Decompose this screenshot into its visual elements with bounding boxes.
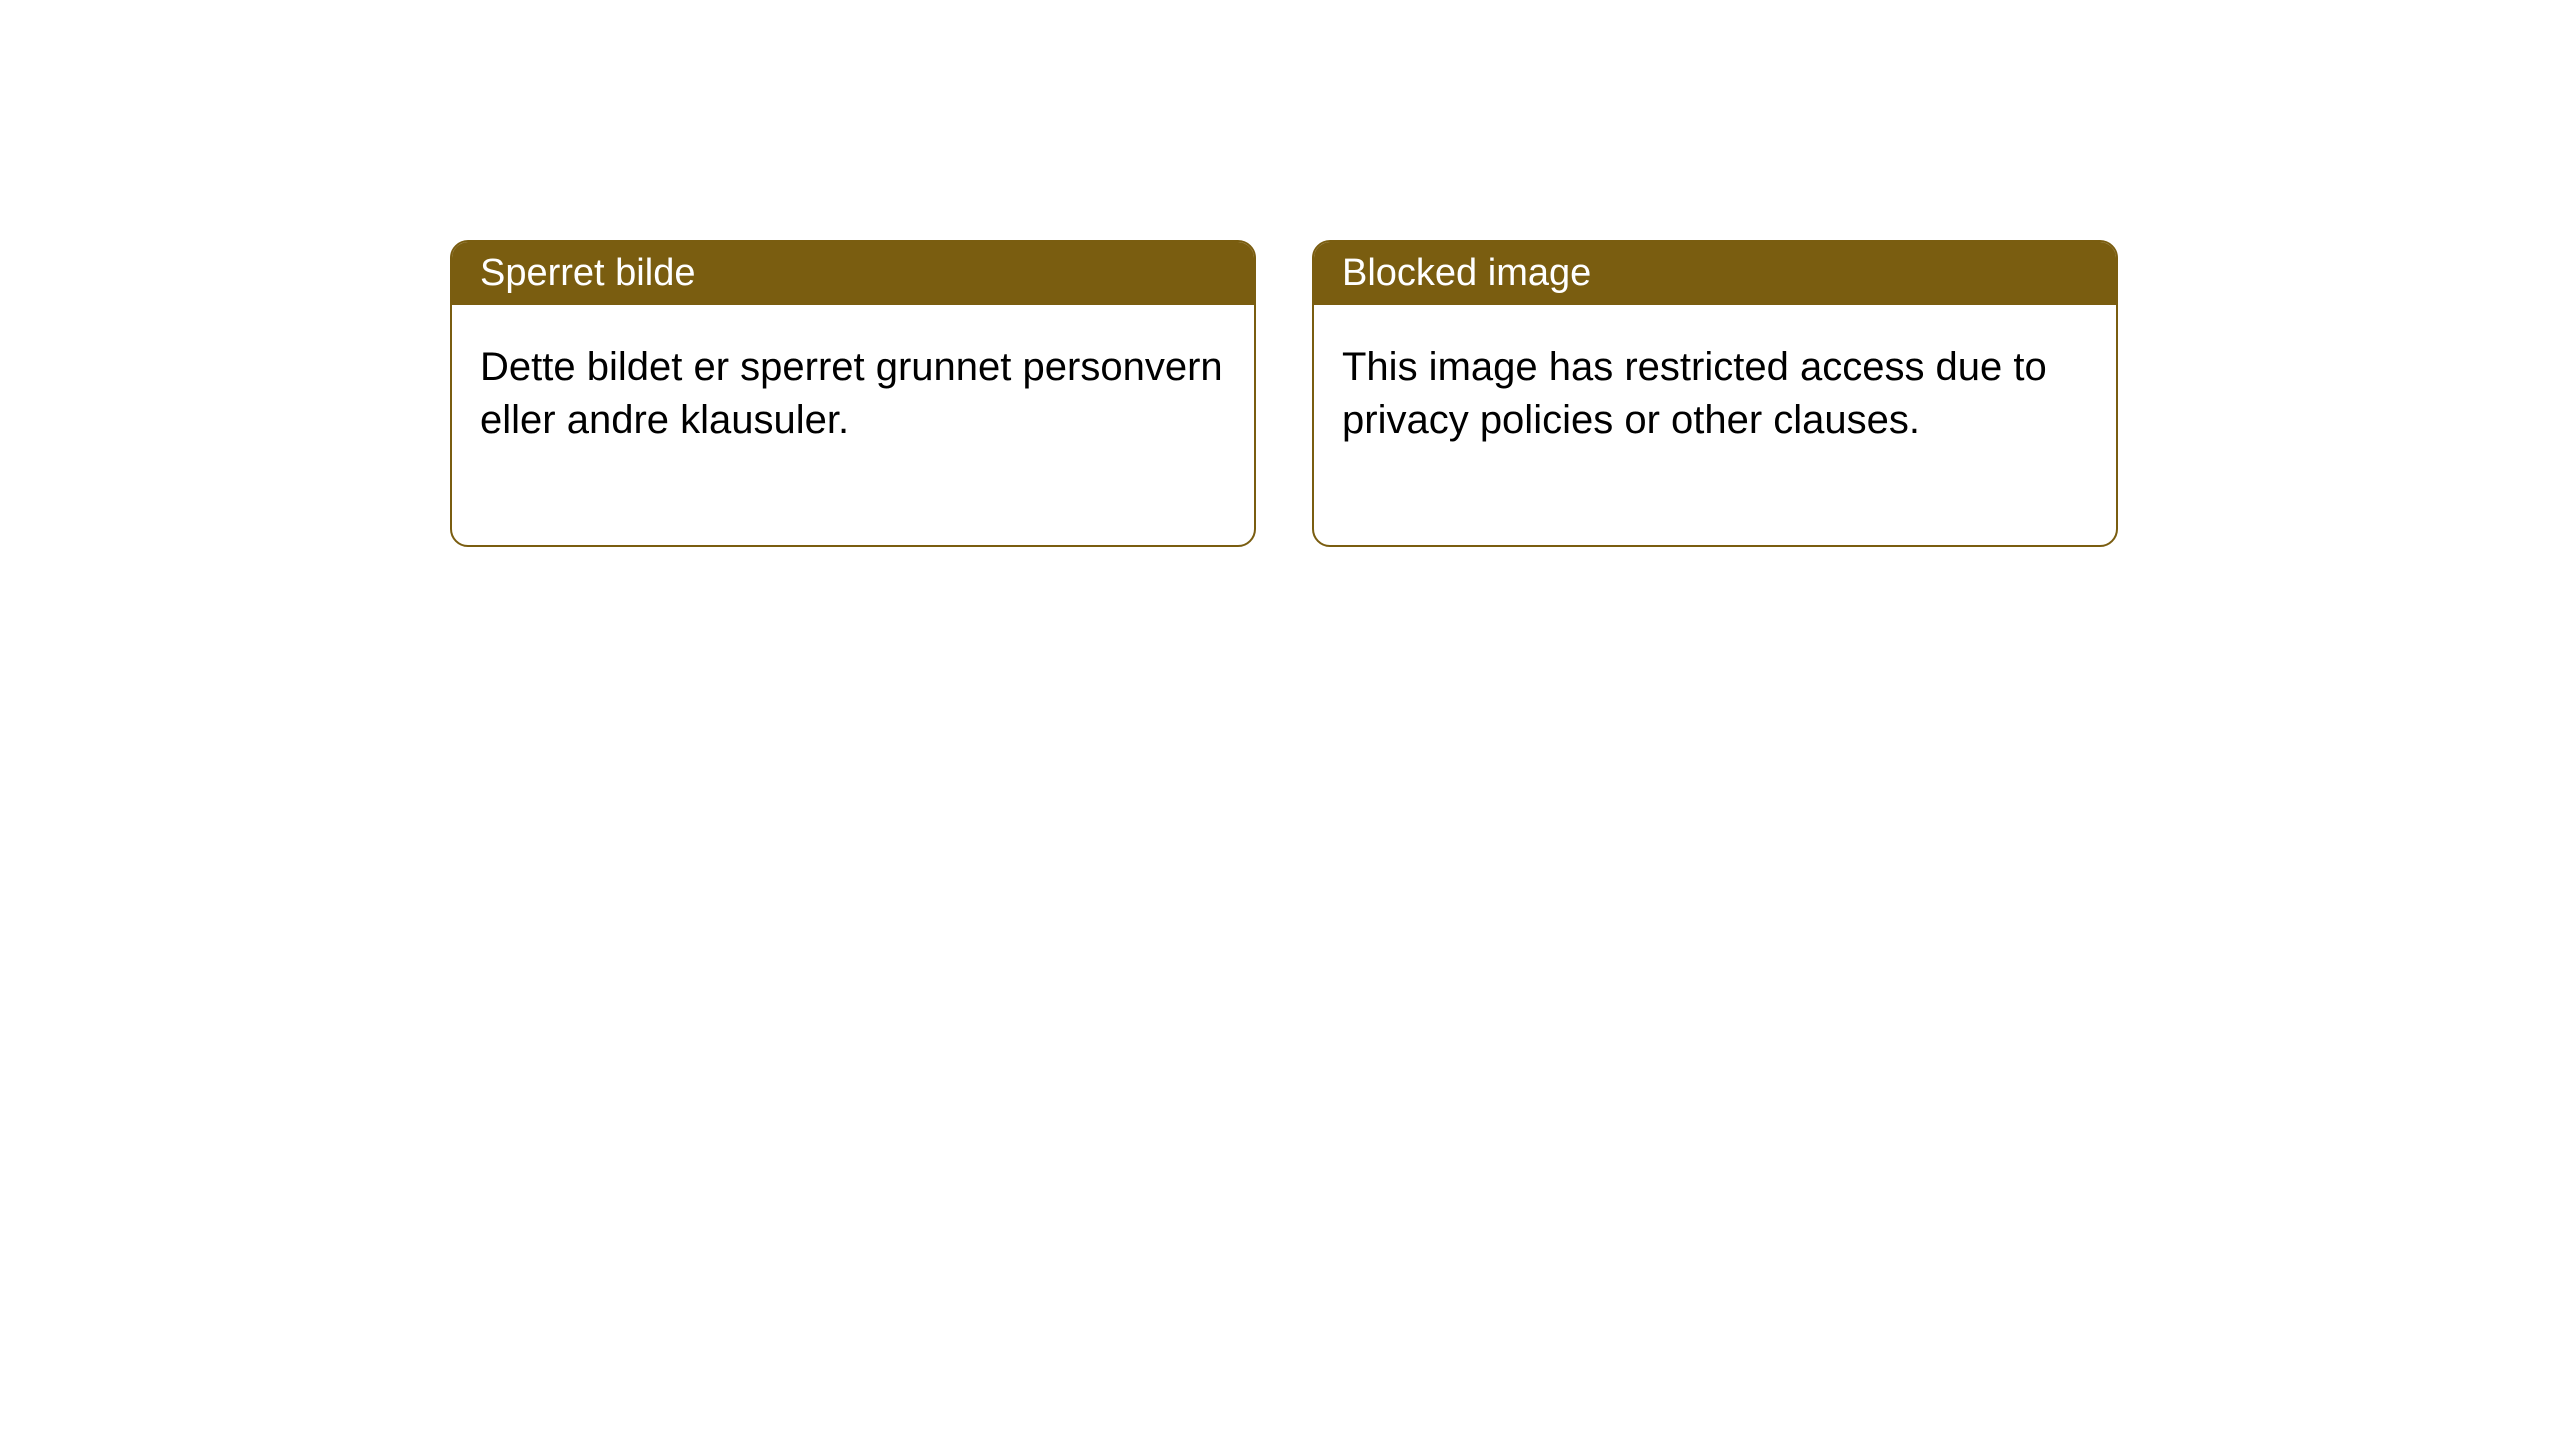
notice-card-norwegian: Sperret bilde Dette bildet er sperret gr… <box>450 240 1256 547</box>
notice-card-header: Sperret bilde <box>452 242 1254 305</box>
notice-card-english: Blocked image This image has restricted … <box>1312 240 2118 547</box>
notice-card-body: Dette bildet er sperret grunnet personve… <box>452 305 1254 545</box>
notice-card-header: Blocked image <box>1314 242 2116 305</box>
notice-card-body: This image has restricted access due to … <box>1314 305 2116 545</box>
notice-cards-container: Sperret bilde Dette bildet er sperret gr… <box>450 240 2118 547</box>
